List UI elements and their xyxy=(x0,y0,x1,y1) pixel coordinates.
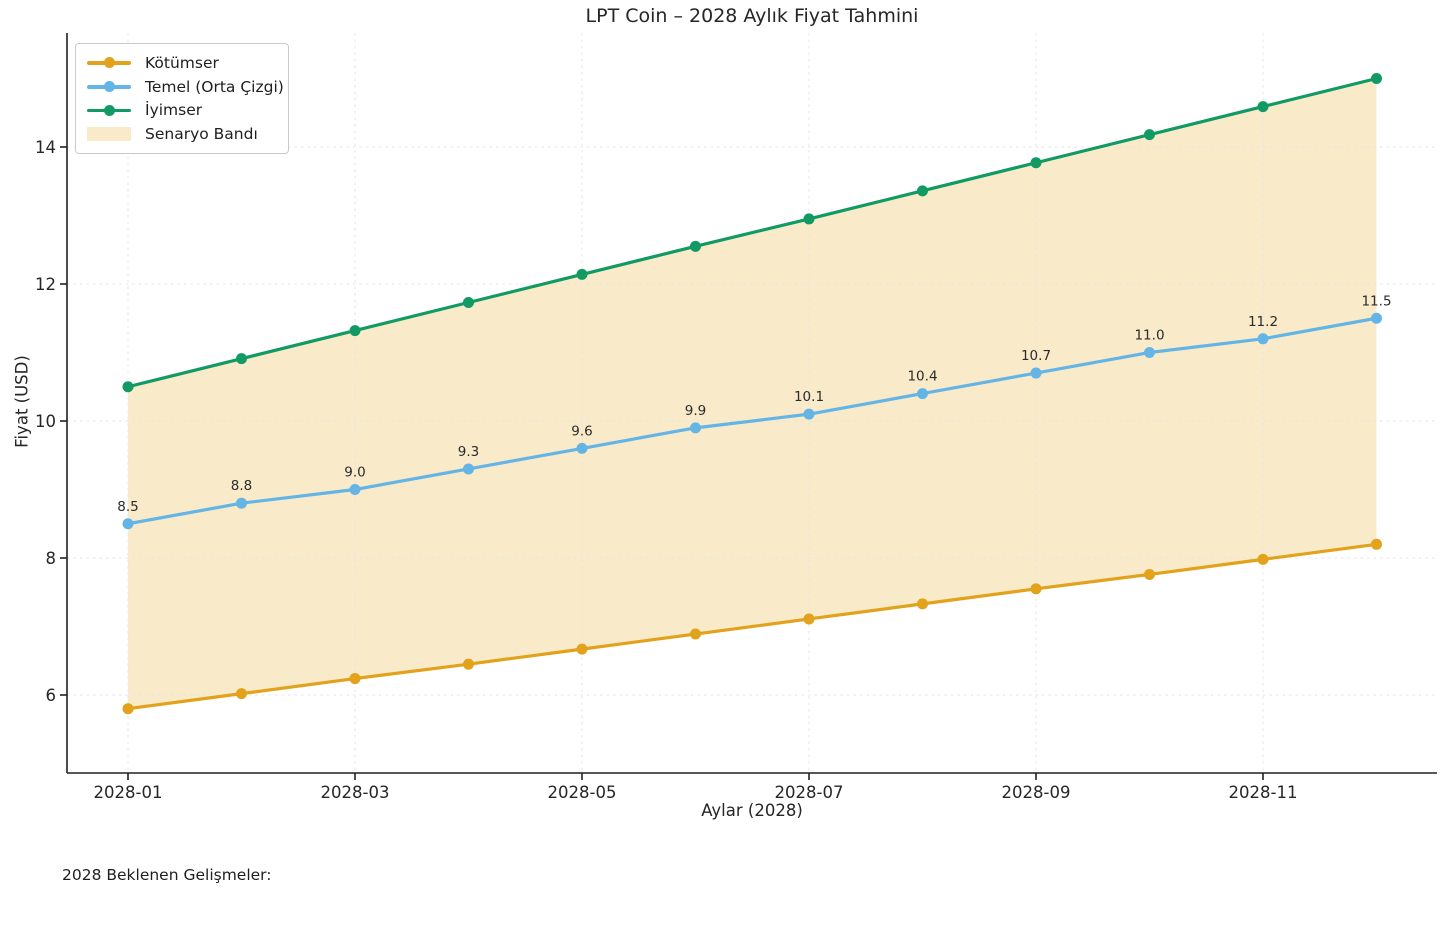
point-label: 11.2 xyxy=(1248,314,1278,330)
data-point xyxy=(576,268,588,280)
scenario-band-swatch xyxy=(87,126,131,142)
legend-item-base: Temel (Orta Çizgi) xyxy=(87,75,284,99)
data-point xyxy=(122,703,134,715)
legend-label: Temel (Orta Çizgi) xyxy=(145,77,284,96)
legend-item-band: Senaryo Bandı xyxy=(87,122,277,146)
data-point xyxy=(122,518,134,530)
legend: Kötümser Temel (Orta Çizgi) İyimser Sena… xyxy=(75,43,289,154)
data-point xyxy=(236,688,247,700)
data-point xyxy=(1371,73,1382,84)
data-point xyxy=(349,484,361,495)
data-point xyxy=(1257,333,1269,345)
data-point xyxy=(690,422,701,434)
data-point xyxy=(1257,101,1269,113)
data-point xyxy=(349,325,361,337)
scenario-band-area xyxy=(128,78,1377,709)
data-point xyxy=(1371,538,1382,550)
optimistic-line-swatch xyxy=(87,102,131,118)
pessimistic-line-swatch xyxy=(87,55,131,71)
x-tick-label: 2028-11 xyxy=(1229,783,1298,802)
data-point xyxy=(690,240,701,252)
data-point xyxy=(236,353,247,365)
legend-label: İyimser xyxy=(145,101,203,120)
footer-note: 2028 Beklenen Gelişmeler: - Şubat: Yönet… xyxy=(62,819,706,926)
series-line-i-yimser xyxy=(126,76,1379,389)
data-point xyxy=(463,463,474,475)
point-label: 8.5 xyxy=(117,499,138,515)
point-label: 9.3 xyxy=(458,444,479,460)
data-point xyxy=(463,658,474,670)
y-tick-label: 14 xyxy=(35,138,56,157)
legend-label: Senaryo Bandı xyxy=(145,125,258,144)
data-point xyxy=(236,497,247,509)
point-label: 11.0 xyxy=(1134,328,1164,344)
y-tick-label: 8 xyxy=(46,549,57,568)
data-point xyxy=(1144,347,1155,358)
y-tick-label: 10 xyxy=(35,412,56,431)
y-axis-label: Fiyat (USD) xyxy=(12,355,32,448)
point-label: 11.5 xyxy=(1361,293,1391,309)
base-line-swatch xyxy=(87,79,131,95)
data-point xyxy=(803,408,815,420)
data-point xyxy=(576,643,588,655)
data-point xyxy=(1030,583,1042,595)
data-point xyxy=(576,442,588,454)
data-point xyxy=(1030,367,1042,379)
data-point xyxy=(803,613,815,625)
legend-item-optimistic: İyimser xyxy=(87,99,277,123)
legend-item-pessimistic: Kötümser xyxy=(87,51,277,75)
data-point xyxy=(1144,568,1155,580)
y-tick-label: 12 xyxy=(35,275,56,294)
data-point xyxy=(1030,157,1042,169)
data-point xyxy=(690,628,701,640)
x-tick-label: 2028-01 xyxy=(94,783,163,802)
chart-title: LPT Coin – 2028 Aylık Fiyat Tahmini xyxy=(585,5,919,27)
point-label: 9.0 xyxy=(344,465,365,481)
data-point xyxy=(1144,129,1155,141)
point-label: 9.9 xyxy=(685,403,706,419)
point-label: 9.6 xyxy=(571,423,592,439)
point-label: 10.4 xyxy=(907,369,937,385)
point-label: 8.8 xyxy=(231,478,252,494)
data-point xyxy=(917,388,928,400)
legend-label: Kötümser xyxy=(145,53,219,72)
point-label: 10.1 xyxy=(794,389,824,405)
series-line-temel-orta-izgi- xyxy=(126,316,1379,526)
data-point xyxy=(803,213,815,225)
series-line-k-t-mser xyxy=(126,542,1379,711)
point-label: 10.7 xyxy=(1021,348,1051,364)
data-point xyxy=(463,296,474,308)
data-point xyxy=(1257,553,1269,565)
data-point xyxy=(122,381,134,393)
x-tick-label: 2028-09 xyxy=(1002,783,1071,802)
x-axis-label: Aylar (2028) xyxy=(701,801,803,820)
x-tick-label: 2028-03 xyxy=(321,783,390,802)
y-tick-label: 6 xyxy=(46,686,57,705)
footer-line: 2028 Beklenen Gelişmeler: xyxy=(62,865,272,884)
data-point xyxy=(1371,312,1382,324)
x-tick-label: 2028-05 xyxy=(548,783,617,802)
data-point xyxy=(917,598,928,610)
data-point xyxy=(349,673,361,685)
data-point xyxy=(917,185,928,197)
x-tick-label: 2028-07 xyxy=(775,783,844,802)
